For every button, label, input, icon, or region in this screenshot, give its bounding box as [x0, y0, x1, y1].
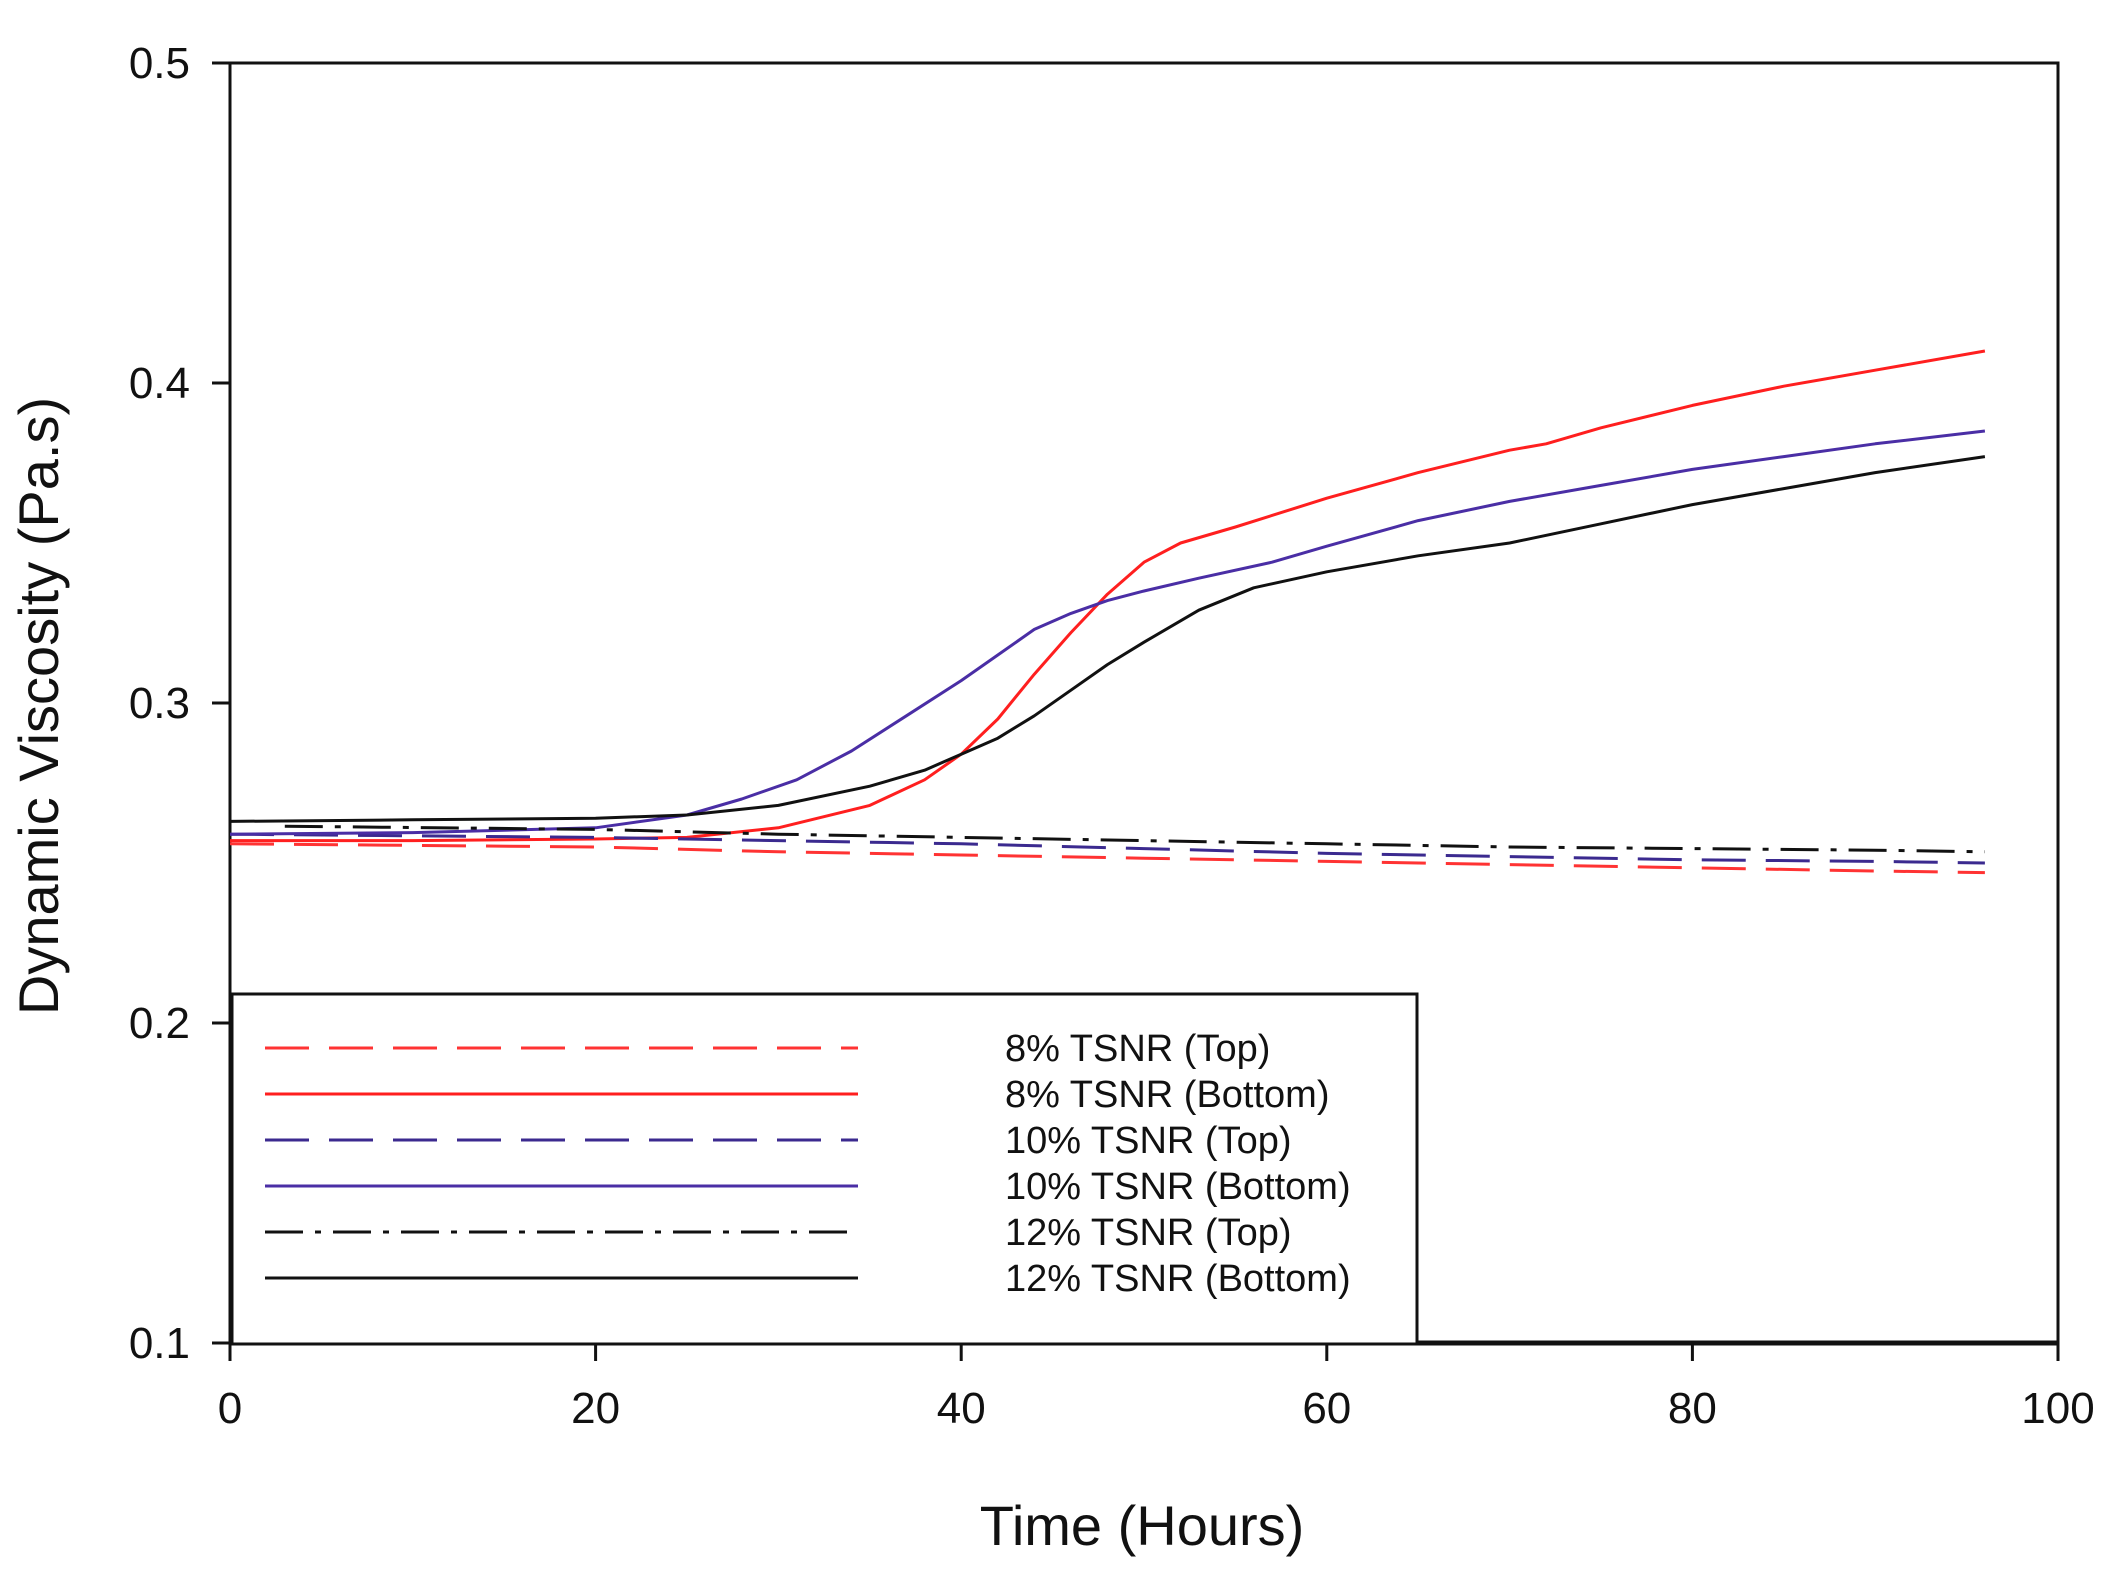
legend-item: 8% TSNR (Bottom) — [265, 1074, 1329, 1116]
y-axis-title: Dynamic Viscosity (Pa.s) — [7, 397, 70, 1015]
legend-label: 10% TSNR (Top) — [1005, 1120, 1292, 1162]
y-tick-label: 0.2 — [129, 999, 190, 1048]
series-line-3 — [229, 832, 1985, 865]
axis-ticks: 0 20 40 60 80 100 0.1 0.2 0.3 0.4 0.5 — [129, 39, 2095, 1433]
y-tick-label: 0.4 — [129, 359, 190, 408]
x-tick-label: 20 — [571, 1384, 620, 1433]
legend-label: 12% TSNR (Bottom) — [1005, 1258, 1351, 1300]
legend-item: 12% TSNR (Top) — [265, 1212, 1292, 1254]
x-tick-label: 0 — [218, 1384, 242, 1433]
legend-item: 12% TSNR (Bottom) — [265, 1258, 1351, 1300]
y-tick-label: 0.5 — [129, 39, 190, 88]
series-line-1 — [229, 842, 1985, 875]
x-tick-label: 100 — [2021, 1384, 2094, 1433]
series-line-5 — [284, 824, 1985, 854]
x-tick-label: 60 — [1302, 1384, 1351, 1433]
x-tick-label: 40 — [937, 1384, 986, 1433]
legend-label: 12% TSNR (Top) — [1005, 1212, 1292, 1254]
x-axis-title: Time (Hours) — [980, 1494, 1305, 1557]
legend-item: 8% TSNR (Top) — [265, 1028, 1270, 1070]
legend-item: 10% TSNR (Top) — [265, 1120, 1292, 1162]
y-tick-label: 0.3 — [129, 679, 190, 728]
x-tick-label: 80 — [1668, 1384, 1717, 1433]
legend-label: 10% TSNR (Bottom) — [1005, 1166, 1351, 1208]
series-line-6 — [229, 455, 1986, 823]
series-line-4 — [229, 429, 1986, 836]
series-layer — [229, 349, 1986, 875]
legend: 8% TSNR (Top)8% TSNR (Bottom)10% TSNR (T… — [230, 992, 1419, 1346]
legend-label: 8% TSNR (Bottom) — [1005, 1074, 1329, 1116]
legend-box — [230, 992, 1419, 1346]
legend-item: 10% TSNR (Bottom) — [265, 1166, 1351, 1208]
series-line-2 — [230, 349, 1986, 843]
y-tick-label: 0.1 — [129, 1319, 190, 1368]
legend-label: 8% TSNR (Top) — [1005, 1028, 1270, 1070]
